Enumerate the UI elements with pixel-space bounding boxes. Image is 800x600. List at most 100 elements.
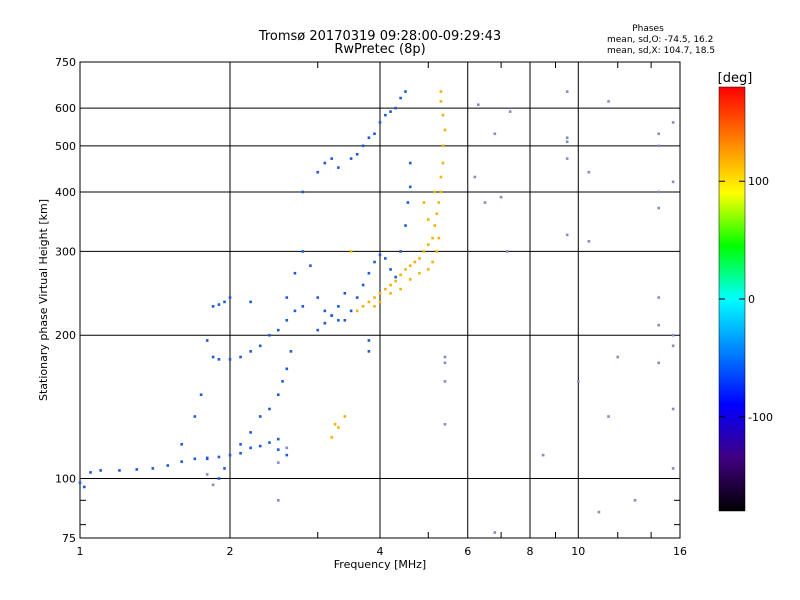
echo-point-o [355,152,359,156]
echo-point-x [441,144,445,148]
echo-point-o [239,443,242,446]
noise-point [508,110,512,113]
noise-point [211,483,215,487]
noise-point [657,206,660,210]
noise-point [671,344,675,348]
echo-point-o [118,469,121,472]
echo-point-o [337,318,340,322]
echo-point-o [384,257,387,260]
echo-point-o [301,250,305,253]
echo-point-o [323,321,327,325]
noise-point [657,190,660,194]
echo-point-o [217,358,221,361]
x-tick-label: 2 [227,545,234,558]
echo-point-o [205,339,209,342]
echo-point-o [193,415,197,418]
noise-point [576,380,580,383]
noise-point [587,170,591,174]
noise-point [443,380,447,383]
noise-point [671,121,675,124]
echo-point-o [330,314,334,317]
noise-point [443,355,447,359]
noise-point [671,180,675,184]
colorbar-tick-label: -100 [748,411,773,424]
echo-point-o [151,467,155,470]
echo-point-o [343,291,347,295]
echo-point-o [276,393,280,397]
points-layer [78,90,675,534]
echo-point-o [316,170,320,174]
chart-subtitle: RwPretec (8p) [334,42,425,57]
echo-point-x [367,300,371,304]
echo-point-x [378,291,382,295]
echo-point-o [323,309,327,313]
colorbar-label: [deg] [718,71,753,86]
echo-point-x [441,161,445,165]
echo-point-o [293,271,297,275]
echo-point-x [399,287,402,291]
noise-point [276,461,280,464]
noise-point [565,136,569,140]
noise-point [276,499,280,502]
echo-point-x [433,224,436,227]
noise-point [477,103,480,107]
echo-point-o [228,296,232,299]
echo-point-o [367,350,371,353]
x-tick-label: 10 [571,545,585,558]
noise-point [607,415,610,418]
echo-point-o [406,201,410,204]
x-tick-label: 4 [377,545,384,558]
echo-point-o [258,415,262,418]
echo-point-o [349,309,353,313]
noise-point [565,157,569,160]
echo-point-x [378,300,382,304]
echo-point-x [394,279,397,283]
echo-point-x [337,426,340,429]
echo-point-o [285,318,289,322]
echo-point-x [408,264,412,267]
echo-point-x [413,260,417,264]
echo-point-o [343,318,347,322]
echo-point-o [268,407,271,411]
echo-point-o [285,296,289,299]
echo-point-o [217,303,221,306]
echo-point-o [99,469,102,472]
x-tick-label: 16 [673,545,687,558]
echo-point-o [316,328,320,332]
echo-point-o [249,350,252,353]
noise-point [493,132,497,136]
echo-point-o [82,485,86,489]
echo-point-o [199,393,203,397]
echo-point-o [367,339,371,342]
y-tick-label: 200 [55,329,76,342]
y-tick-label: 300 [55,245,76,258]
phase-stats-x: mean, sd,X: 104.7, 18.5 [607,46,715,56]
colorbar-tick-label: 0 [748,293,755,306]
echo-point-o [394,275,397,279]
echo-point-o [249,300,252,304]
y-tick-labels: 75 100 200 300 400 500 600 750 [55,56,76,545]
echo-point-o [404,224,407,227]
echo-point-o [258,444,262,448]
echo-point-o [394,106,397,110]
noise-point [499,195,503,199]
y-tick-label: 400 [55,186,76,199]
echo-point-o [205,457,209,461]
noise-point [541,453,545,457]
echo-point-o [316,296,320,299]
echo-point-o [404,90,407,93]
echo-point-o [337,166,340,169]
echo-point-x [439,90,443,93]
noise-point [597,510,601,514]
echo-point-x [330,436,334,439]
chart-title: Tromsø 20170319 09:28:00-09:29:43 [258,29,501,44]
echo-point-x [389,291,392,295]
echo-point-x [418,271,421,275]
y-tick-label: 750 [55,56,76,69]
minor-tick-layer [80,62,680,538]
x-tick-label: 8 [527,545,534,558]
y-tick-label: 100 [55,473,76,486]
noise-point [493,531,497,534]
noise-point [587,240,591,243]
